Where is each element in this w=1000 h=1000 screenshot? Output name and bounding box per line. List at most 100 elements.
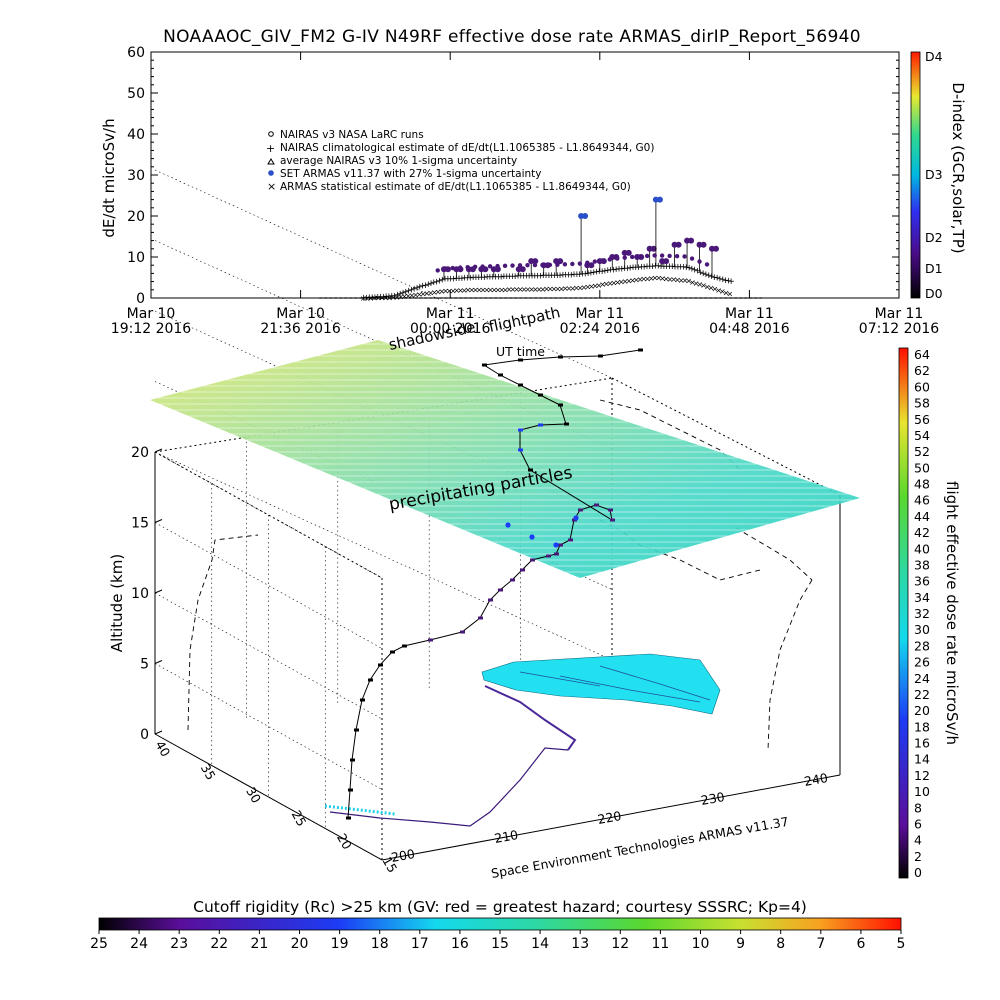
z-tick-label: 5: [140, 657, 149, 673]
flight-path-marker: [564, 423, 569, 426]
set-armas-point: [600, 258, 604, 262]
y-tick-label: 60: [127, 45, 145, 61]
z-tick-label: 10: [131, 586, 149, 602]
legend-label: average NAIRAS v3 10% 1-sigma uncertaint…: [280, 155, 517, 167]
dose-rate-colorbar-label: flight effective dose rate microSv/h: [943, 481, 961, 745]
rc-tick-label: 11: [651, 936, 669, 952]
z-tick: [155, 520, 162, 523]
dindex-colorbar-gradient: [911, 52, 920, 298]
legend-item-nairas-uncertainty: average NAIRAS v3 10% 1-sigma uncertaint…: [268, 155, 517, 167]
dindex-tick-label: D4: [925, 49, 943, 64]
longitude-tick-label: 230: [700, 789, 726, 808]
set-armas-point: [570, 262, 574, 266]
dose-rate-tick-label: 42: [914, 525, 930, 540]
set-armas-point: [436, 268, 440, 272]
dose-rate-tick-label: 48: [914, 477, 930, 492]
flight-path-marker: [354, 729, 359, 732]
rc-tick-label: 17: [411, 936, 429, 952]
high-dose-marker: [573, 515, 578, 520]
x-tick-label: Mar 11: [725, 306, 774, 322]
legend-filled-circle-icon: [268, 170, 274, 176]
set-armas-point: [705, 262, 709, 266]
dose-rate-tick-label: 26: [914, 655, 930, 670]
set-armas-point: [623, 256, 627, 260]
flight-path-marker: [558, 544, 563, 547]
dose-rate-tick-label: 20: [914, 703, 930, 718]
y-tick-label: 10: [127, 250, 145, 266]
flight-path-marker: [538, 394, 543, 397]
x-tick-label: 21:36 2016: [260, 321, 341, 337]
rc-tick-label: 21: [250, 936, 268, 952]
set-armas-point: [667, 254, 671, 258]
z-tick: [155, 661, 162, 664]
flight-path-marker: [518, 384, 523, 387]
dose-rate-tick-label: 10: [914, 784, 930, 799]
flight-path-marker: [498, 589, 503, 592]
flight-path-marker: [518, 449, 523, 452]
dindex-tick-label: D2: [925, 230, 943, 245]
set-armas-point: [518, 263, 522, 267]
dose-rate-tick-label: 14: [914, 752, 930, 767]
legend-plus-icon: +: [266, 142, 275, 155]
dose-rate-tick-label: 50: [914, 460, 930, 475]
dose-rate-colorbar: 6462605856545250484644424038363432302826…: [899, 347, 961, 880]
dose-rate-tick-label: 56: [914, 412, 930, 427]
dindex-axis-label: D-index (GCR,solar,TP): [949, 82, 967, 253]
latitude-axis: 403530252015: [152, 738, 400, 875]
flight-path-marker: [482, 364, 487, 367]
armas-statistical-point: ×: [726, 289, 733, 298]
dose-rate-tick-label: 30: [914, 622, 930, 637]
flight-path-marker: [510, 579, 515, 582]
set-armas-point: [488, 264, 492, 268]
flight-path-marker: [538, 424, 543, 427]
rc-tick-label: 5: [897, 936, 906, 952]
flight-path-marker: [610, 519, 615, 522]
dose-rate-tick-label: 16: [914, 736, 930, 751]
longitude-tick-label: 220: [596, 808, 622, 827]
dose-rate-tick-label: 22: [914, 687, 930, 702]
flight-path-marker: [350, 759, 355, 762]
flight-path-marker: [638, 349, 643, 352]
dindex-tick-label: D0: [925, 286, 943, 301]
flight-path-marker: [360, 699, 365, 702]
set-armas-point: [585, 260, 589, 264]
legend-item-set-armas: SET ARMAS v11.37 with 27% 1-sigma uncert…: [268, 168, 541, 180]
dose-rate-tick-label: 8: [914, 800, 922, 815]
flight-path-marker: [368, 679, 373, 682]
x-tick-label: Mar 11: [575, 306, 624, 322]
cutoff-rigidity-gradient: [99, 918, 901, 930]
set-armas-point: [533, 263, 537, 267]
latitude-tick-label: 20: [334, 831, 355, 852]
flight-path-marker: [594, 504, 599, 507]
legend-label: NAIRAS v3 NASA LaRC runs: [280, 129, 424, 141]
longitude-tick-label: 240: [803, 770, 829, 789]
flight-path-marker: [598, 355, 603, 358]
rc-tick-label: 25: [90, 936, 108, 952]
latitude-tick-label: 25: [289, 808, 310, 829]
rc-tick-label: 15: [491, 936, 509, 952]
high-dose-marker: [529, 534, 534, 539]
flight-path-marker: [478, 617, 483, 620]
set-armas-point: [593, 259, 597, 263]
set-armas-point: [675, 254, 679, 258]
flight-path-marker: [578, 509, 583, 512]
cutoff-rigidity-title: Cutoff rigidity (Rc) >25 km (GV: red = g…: [193, 898, 807, 916]
flight-path-marker: [558, 404, 563, 407]
set-armas-point: [626, 250, 632, 256]
precipitating-particles-plane: [150, 340, 860, 578]
flight-path-marker: [346, 817, 351, 820]
y-tick-label: 30: [127, 168, 145, 184]
rc-tick-label: 13: [571, 936, 589, 952]
dindex-tick-label: D3: [925, 167, 943, 182]
x-tick-label: 19:12 2016: [111, 321, 192, 337]
y-tick-label: 50: [127, 86, 145, 102]
set-armas-point: [630, 255, 634, 259]
set-armas-point: [645, 254, 649, 258]
dose-rate-tick-label: 64: [914, 347, 930, 362]
flight-path-marker: [390, 651, 395, 654]
set-armas-point: [525, 263, 529, 267]
legend: NAIRAS v3 NASA LaRC runs + NAIRAS climat…: [266, 129, 654, 193]
dose-rate-colorbar-gradient: [899, 348, 908, 878]
dose-rate-tick-label: 2: [914, 849, 922, 864]
top-x-axis: Mar 1019:12 2016Mar 1021:36 2016Mar 1100…: [111, 52, 940, 337]
